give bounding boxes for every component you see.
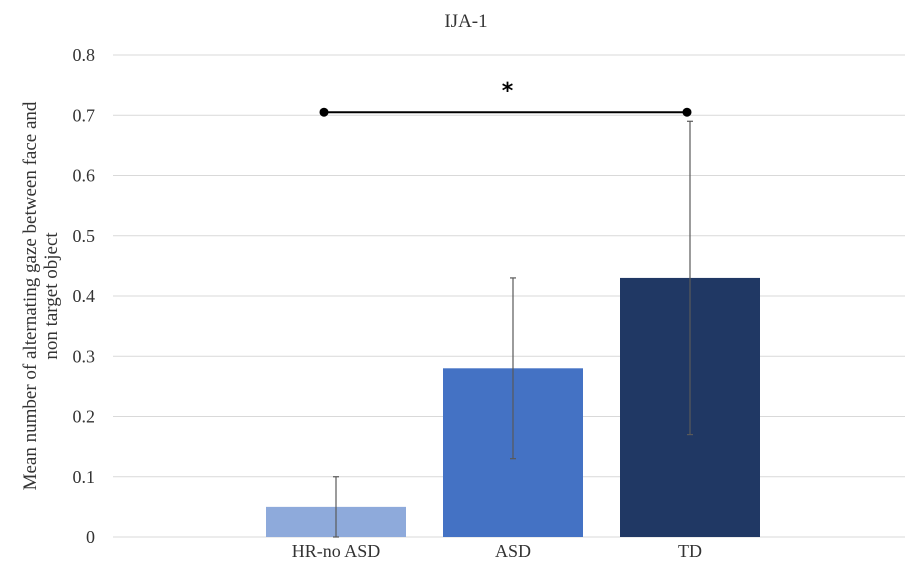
y-tick-label: 0.3 — [73, 346, 96, 366]
y-tick-label: 0 — [86, 527, 95, 547]
x-tick-label: HR-no ASD — [292, 541, 381, 561]
y-tick-label: 0.8 — [73, 45, 96, 65]
chart-title: IJA-1 — [444, 11, 487, 32]
y-tick-label: 0.4 — [73, 286, 96, 306]
significance-star: * — [502, 79, 514, 104]
significance-endpoint — [682, 107, 692, 117]
y-axis-label-line: non target object — [41, 232, 62, 360]
gridlines — [113, 54, 905, 538]
y-axis-ticks: 0 0.1 0.2 0.3 0.4 0.5 0.6 0.7 0.8 — [73, 45, 96, 547]
x-tick-label: ASD — [495, 541, 531, 561]
y-tick-label: 0.6 — [73, 166, 96, 186]
x-tick-label: TD — [678, 541, 702, 561]
y-tick-label: 0.1 — [73, 467, 96, 487]
x-axis-labels: HR-no ASD ASD TD — [292, 541, 702, 561]
y-tick-label: 0.7 — [73, 105, 96, 125]
y-tick-label: 0.5 — [73, 226, 96, 246]
y-axis-label-line: Mean number of alternating gaze between … — [20, 101, 41, 490]
y-axis-label: Mean number of alternating gaze between … — [20, 101, 62, 490]
significance-endpoint — [319, 107, 329, 117]
error-bars — [333, 120, 693, 538]
significance-annotation: * — [319, 79, 692, 117]
y-tick-label: 0.2 — [73, 407, 96, 427]
